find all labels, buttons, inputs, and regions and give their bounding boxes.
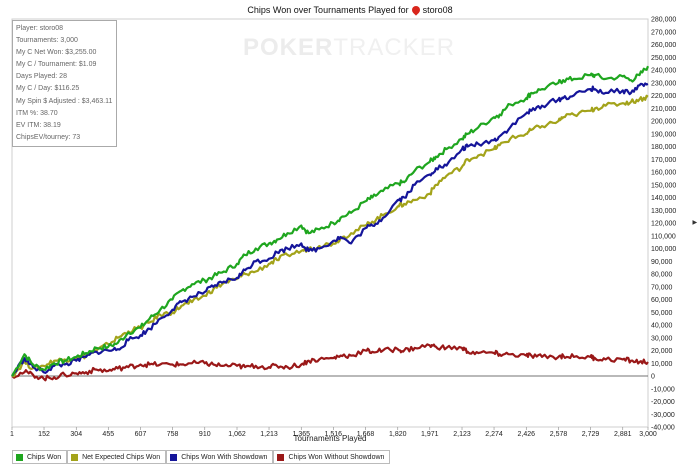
pokertracker-watermark-logo: POKERTRACKER	[243, 34, 456, 61]
legend-label: Chips Won With Showdown	[181, 453, 268, 461]
legend-swatch-icon	[277, 453, 285, 461]
x-tick-label: 2,274	[485, 431, 503, 438]
x-tick-label: 2,881	[614, 431, 632, 438]
y-tick-label: 100,000	[651, 246, 676, 253]
y-tick-label: 240,000	[651, 68, 676, 75]
x-tick-label: 304	[70, 431, 82, 438]
y-axis-symbol-icon: ▲	[690, 218, 700, 227]
legend-swatch-icon	[71, 453, 79, 461]
y-tick-label: 90,000	[651, 259, 673, 266]
legend-item-chips-won[interactable]: Chips Won	[12, 450, 68, 464]
y-tick-label: 140,000	[651, 195, 676, 202]
y-tick-label: 120,000	[651, 221, 676, 228]
series-line-net-expected-chips-won	[11, 94, 649, 378]
stat-net-won: My C Net Won: $3,255.00	[16, 49, 97, 57]
y-tick-label: 170,000	[651, 157, 676, 164]
y-tick-label: 250,000	[651, 55, 676, 62]
x-tick-label: 1	[10, 431, 14, 438]
y-tick-label: 190,000	[651, 131, 676, 138]
y-tick-label: 260,000	[651, 42, 676, 49]
x-tick-label: 3,000	[639, 431, 657, 438]
series-line-chips-won-with-showdown	[11, 82, 649, 377]
x-tick-label: 2,426	[518, 431, 536, 438]
series-line-chips-won	[11, 65, 650, 377]
x-tick-labels: 1 152 304 455 607 758 910 1,062 1,213 1,365 1,516 1…	[10, 427, 657, 438]
x-tick-label: 1,820	[389, 431, 407, 438]
legend-swatch-icon	[170, 453, 178, 461]
x-tick-label: 607	[135, 431, 147, 438]
x-tick-label: 1,213	[260, 431, 278, 438]
y-tick-label: 200,000	[651, 119, 676, 126]
legend-label: Chips Won	[27, 453, 62, 461]
y-tick-label: 160,000	[651, 170, 676, 177]
chart-title: Chips Won over Tournaments Played for sto…	[0, 4, 700, 16]
y-tick-label: -10,000	[651, 386, 675, 393]
y-tick-label: 180,000	[651, 144, 676, 151]
y-tick-label: 150,000	[651, 182, 676, 189]
legend-swatch-icon	[16, 453, 23, 461]
y-tick-label: 40,000	[651, 323, 673, 330]
stats-box: Player: storo08 Tournaments: 3,000 My C …	[12, 20, 117, 147]
x-tick-label: 1,516	[325, 431, 343, 438]
y-tick-label: 20,000	[651, 348, 673, 355]
y-tick-label: 270,000	[651, 29, 676, 36]
chart-title-player: storo08	[422, 5, 453, 15]
y-tick-label: 80,000	[651, 272, 673, 279]
legend-item-with-showdown[interactable]: Chips Won With Showdown	[166, 450, 274, 464]
y-tick-label: 130,000	[651, 208, 676, 215]
stat-tournaments: Tournaments: 3,000	[16, 37, 78, 45]
x-tick-label: 1,668	[357, 431, 375, 438]
series-line-chips-won-without-showdown	[11, 343, 649, 382]
y-tick-label: 50,000	[651, 310, 673, 317]
y-tick-label: -30,000	[651, 412, 675, 419]
y-tick-labels: -40,000 -30,000 -20,000 -10,000 0 10,000 20,00…	[651, 17, 676, 432]
y-tick-label: 210,000	[651, 106, 676, 113]
x-tick-label: 2,729	[582, 431, 600, 438]
legend-label: Net Expected Chips Won	[82, 453, 161, 461]
stat-days-played: Days Played: 28	[16, 73, 67, 81]
y-tick-label: 280,000	[651, 17, 676, 24]
stat-spin-adjusted: My Spin $ Adjusted : $3,463.11	[16, 97, 113, 105]
y-tick-label: 70,000	[651, 284, 673, 291]
y-tick-label: 60,000	[651, 297, 673, 304]
stat-itm: ITM %: 38.70	[16, 109, 58, 117]
y-tick-label: 30,000	[651, 335, 673, 342]
legend-label: Chips Won Without Showdown	[288, 453, 385, 461]
stat-ev-itm: EV ITM: 38.19	[16, 121, 61, 129]
legend: Chips Won Net Expected Chips Won Chips W…	[12, 450, 391, 464]
x-tick-label: 152	[38, 431, 50, 438]
x-tick-label: 1,365	[292, 431, 310, 438]
y-tick-label: -20,000	[651, 399, 675, 406]
x-tick-label: 2,123	[453, 431, 471, 438]
y-tick-label: 10,000	[651, 361, 673, 368]
stat-per-day: My C / Day: $116.25	[16, 85, 80, 93]
stat-per-tournament: My C / Tournament: $1.09	[16, 61, 97, 69]
x-tick-label: 1,062	[228, 431, 246, 438]
pokerstars-icon	[409, 4, 422, 16]
x-tick-label: 910	[199, 431, 211, 438]
x-tick-label: 1,971	[421, 431, 439, 438]
stat-player: Player: storo08	[16, 25, 64, 32]
y-tick-label: 110,000	[651, 233, 676, 240]
x-axis-label: Tournaments Played	[293, 434, 367, 443]
x-tick-label: 2,578	[550, 431, 568, 438]
y-tick-label: 0	[651, 374, 655, 381]
x-tick-label: 758	[167, 431, 179, 438]
x-tick-label: 455	[102, 431, 114, 438]
y-tick-label: 230,000	[651, 80, 676, 87]
stat-chipsev: ChipsEV/tourney: 73	[16, 133, 81, 141]
y-tick-label: 220,000	[651, 93, 676, 100]
legend-item-without-showdown[interactable]: Chips Won Without Showdown	[273, 450, 391, 464]
y-tick-label: -40,000	[651, 425, 675, 432]
chart-title-prefix: Chips Won over Tournaments Played for	[247, 5, 409, 15]
series-layer	[11, 65, 650, 382]
legend-item-net-expected[interactable]: Net Expected Chips Won	[67, 450, 167, 464]
